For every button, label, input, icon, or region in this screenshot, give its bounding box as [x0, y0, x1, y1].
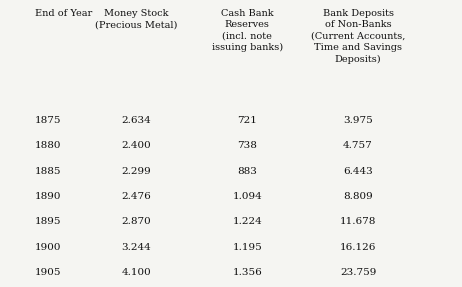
Text: 2.870: 2.870 [122, 217, 151, 226]
Text: 2.400: 2.400 [122, 141, 151, 150]
Text: 8.809: 8.809 [343, 192, 373, 201]
Text: 1880: 1880 [35, 141, 61, 150]
Text: 11.678: 11.678 [340, 217, 376, 226]
Text: 1885: 1885 [35, 167, 61, 176]
Text: 4.100: 4.100 [122, 268, 151, 277]
Text: 1895: 1895 [35, 217, 61, 226]
Text: Bank Deposits
of Non-Banks
(Current Accounts,
Time and Savings
Deposits): Bank Deposits of Non-Banks (Current Acco… [311, 9, 405, 64]
Text: 2.299: 2.299 [122, 167, 151, 176]
Text: 1900: 1900 [35, 243, 61, 251]
Text: 1.356: 1.356 [232, 268, 262, 277]
Text: 1890: 1890 [35, 192, 61, 201]
Text: End of Year: End of Year [35, 9, 92, 18]
Text: 23.759: 23.759 [340, 268, 376, 277]
Text: 1.224: 1.224 [232, 217, 262, 226]
Text: 738: 738 [237, 141, 257, 150]
Text: 6.443: 6.443 [343, 167, 373, 176]
Text: 2.476: 2.476 [122, 192, 151, 201]
Text: 16.126: 16.126 [340, 243, 376, 251]
Text: 1.094: 1.094 [232, 192, 262, 201]
Text: 4.757: 4.757 [343, 141, 373, 150]
Text: 721: 721 [237, 116, 257, 125]
Text: 883: 883 [237, 167, 257, 176]
Text: Cash Bank
Reserves
(incl. note
issuing banks): Cash Bank Reserves (incl. note issuing b… [212, 9, 283, 52]
Text: 1905: 1905 [35, 268, 61, 277]
Text: 3.244: 3.244 [122, 243, 151, 251]
Text: Money Stock
(Precious Metal): Money Stock (Precious Metal) [95, 9, 177, 29]
Text: 1.195: 1.195 [232, 243, 262, 251]
Text: 1875: 1875 [35, 116, 61, 125]
Text: 3.975: 3.975 [343, 116, 373, 125]
Text: 2.634: 2.634 [122, 116, 151, 125]
